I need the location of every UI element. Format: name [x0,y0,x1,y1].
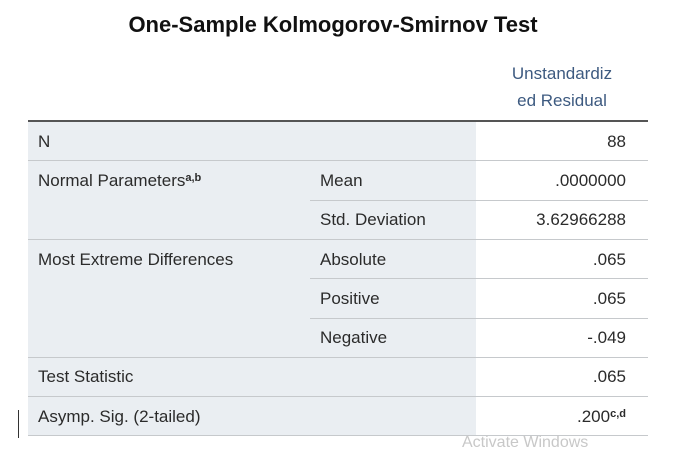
row-line [28,238,648,240]
row-line [310,199,648,201]
cell-text: 88 [607,131,626,151]
row-line [28,435,648,437]
row-label-fill [28,200,310,240]
cell-text: .065 [592,249,626,269]
cell-text: 3.62966288 [536,210,626,230]
row-sublabel: Positive [310,279,476,319]
watermark: Activate Windows [462,434,589,451]
cursor [18,410,19,438]
cell-text: .200 [577,406,611,426]
row-line [28,356,648,358]
row-sublabel: Negative [310,318,476,358]
column-header-line: ed Residual [517,91,607,110]
row-line [28,396,648,398]
cell-text: .065 [592,367,626,387]
value-cell: .065 [476,239,648,280]
header-rule [28,120,648,122]
value-cell: 3.62966288 [476,200,648,240]
row-line [310,278,648,280]
value-cell: .065 [476,279,648,319]
row-label: Test Statistic [28,357,476,398]
row-label: N [28,122,476,162]
cell-text: Normal Parameters [38,170,186,190]
cell-text: N [38,131,51,151]
value-cell: 88 [476,122,648,162]
row-line [310,317,648,319]
column-header-line: Unstandardiz [511,64,613,83]
value-cell: .065 [476,357,648,398]
row-label: Asymp. Sig. (2-tailed) [28,397,476,437]
cell-text: -.049 [587,328,626,348]
row-line [28,160,648,162]
row-label: Most Extreme Differences [28,239,310,280]
table-title: One-Sample Kolmogorov-Smirnov Test [128,12,538,37]
row-sublabel: Std. Deviation [310,200,476,240]
value-cell: -.049 [476,318,648,358]
cell-text: Asymp. Sig. (2-tailed) [38,406,201,426]
value-cell: .0000000 [476,161,648,201]
row-label-fill [28,279,310,358]
row-sublabel: Mean [310,161,476,201]
value-cell: .200 c,d [476,397,648,437]
cell-text: Test Statistic [38,367,134,387]
footnote-mark: c,d [610,407,626,420]
column-header: Unstandardiz ed Residual [476,60,648,114]
row-label: Normal Parameters a,b [28,161,310,201]
cell-text: Most Extreme Differences [38,249,234,269]
footnote-mark: a,b [185,171,202,184]
cell-text: .0000000 [555,170,626,190]
row-sublabel: Absolute [310,239,476,280]
cell-text: .065 [592,288,626,308]
